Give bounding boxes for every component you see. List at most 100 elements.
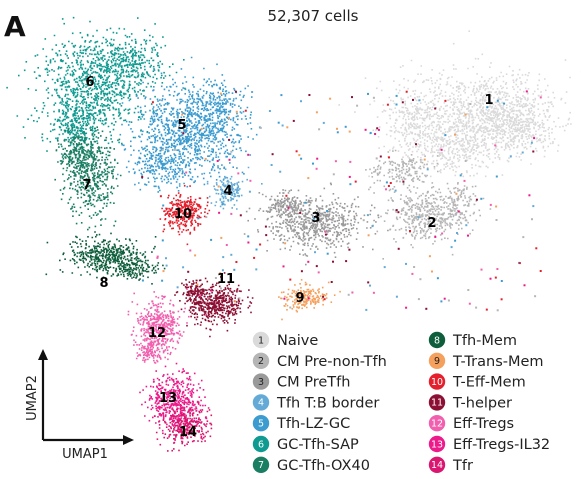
stray-cell <box>385 181 388 184</box>
stray-cell <box>405 262 407 265</box>
chart-title: 52,307 cells <box>268 7 359 25</box>
legend-swatch <box>428 352 446 369</box>
stray-cell <box>389 182 392 184</box>
stray-cell <box>464 113 467 116</box>
stray-cell <box>475 198 478 201</box>
stray-cell <box>322 121 325 124</box>
stray-cell <box>200 127 203 130</box>
cluster-points-7 <box>54 121 122 231</box>
stray-cell <box>161 239 164 242</box>
stray-cell <box>535 247 538 250</box>
stray-cell <box>349 183 352 186</box>
stray-cell <box>235 110 238 113</box>
legend-number: 8 <box>434 335 440 346</box>
stray-cell <box>456 232 458 234</box>
stray-cell <box>428 255 431 258</box>
stray-cell <box>425 307 428 310</box>
stray-cell <box>156 255 159 258</box>
stray-cell <box>348 248 351 251</box>
stray-cell <box>494 276 497 279</box>
stray-cell <box>464 216 467 219</box>
stray-cell <box>285 194 288 197</box>
stray-cell <box>222 184 225 187</box>
stray-cell <box>295 150 298 153</box>
stray-cell <box>486 106 489 109</box>
cluster-8-marks <box>45 231 166 285</box>
legend-label: Tfh-LZ-GC <box>276 416 350 432</box>
stray-cell <box>468 302 471 305</box>
stray-cell <box>503 102 506 105</box>
stray-cell <box>314 251 316 254</box>
stray-cell <box>289 306 292 309</box>
stray-cell <box>426 168 429 171</box>
stray-cell <box>197 217 200 220</box>
stray-cell <box>196 283 199 286</box>
stray-cell <box>182 266 185 269</box>
legend-item-4: 4 Tfh T:B border <box>252 394 379 411</box>
stray-cell <box>539 270 542 272</box>
stray-cell <box>201 133 204 136</box>
stray-cell <box>233 268 236 271</box>
stray-cell <box>222 256 225 259</box>
stray-cell <box>434 235 437 238</box>
stray-cell <box>345 260 348 263</box>
legend-label: GC-Tfh-SAP <box>277 437 359 453</box>
cluster-points-13 <box>139 362 208 440</box>
y-axis-label: UMAP2 <box>25 375 40 421</box>
stray-cell <box>354 180 357 183</box>
stray-cell <box>299 211 302 214</box>
cluster-label-5: 5 <box>177 118 186 133</box>
stray-cell <box>336 131 339 134</box>
legend-item-14: 14 Tfr <box>428 456 473 474</box>
stray-cell <box>480 268 483 271</box>
stray-cell <box>495 175 498 178</box>
legend-item-5: 5 Tfh-LZ-GC <box>252 415 350 432</box>
stray-cell <box>450 246 453 249</box>
legend-swatch <box>252 456 270 473</box>
cluster-7-marks <box>54 121 122 231</box>
stray-cell <box>395 94 398 97</box>
stray-cell <box>465 224 468 227</box>
stray-cell <box>316 157 319 160</box>
stray-cell <box>141 176 144 178</box>
umap1-arrowhead <box>123 435 134 445</box>
stray-cell <box>334 160 337 163</box>
legend-item-1: 1 Naive <box>252 331 318 349</box>
cluster-points-4 <box>206 166 263 210</box>
stray-cell <box>348 175 351 178</box>
stray-cell <box>401 101 404 104</box>
legend-swatch <box>252 352 270 369</box>
stray-cell <box>228 138 231 141</box>
stray-cell <box>362 219 365 222</box>
stray-cell <box>500 280 503 282</box>
stray-cell <box>528 194 531 197</box>
legend-label: Tfr <box>452 458 473 474</box>
stray-cell <box>193 201 196 204</box>
stray-cell <box>367 92 369 95</box>
stray-cell <box>156 256 159 259</box>
stray-cell <box>417 298 420 301</box>
legend-item-11: 11 T-helper <box>428 394 512 411</box>
stray-cell <box>185 171 188 174</box>
stray-cell <box>532 150 535 153</box>
stray-cell <box>341 214 343 217</box>
stray-cell <box>443 297 446 300</box>
stray-cell <box>255 268 258 271</box>
cluster-label-11: 11 <box>217 272 235 287</box>
legend-label: Eff-Tregs-IL32 <box>453 437 550 453</box>
legend-label: Naive <box>277 333 318 349</box>
stray-cell <box>161 148 164 151</box>
stray-cell <box>265 234 268 237</box>
stray-cell <box>434 107 437 110</box>
stray-cell <box>440 148 443 151</box>
stray-cell <box>322 295 325 298</box>
stray-cell <box>351 96 353 99</box>
stray-cell <box>235 261 238 263</box>
stray-cell <box>417 216 420 219</box>
stray-cell <box>364 128 367 131</box>
legend-number: 5 <box>258 419 264 430</box>
stray-cell <box>230 150 233 153</box>
legend-number: 1 <box>258 335 264 346</box>
stray-cell <box>447 299 450 302</box>
stray-cell <box>329 97 332 100</box>
